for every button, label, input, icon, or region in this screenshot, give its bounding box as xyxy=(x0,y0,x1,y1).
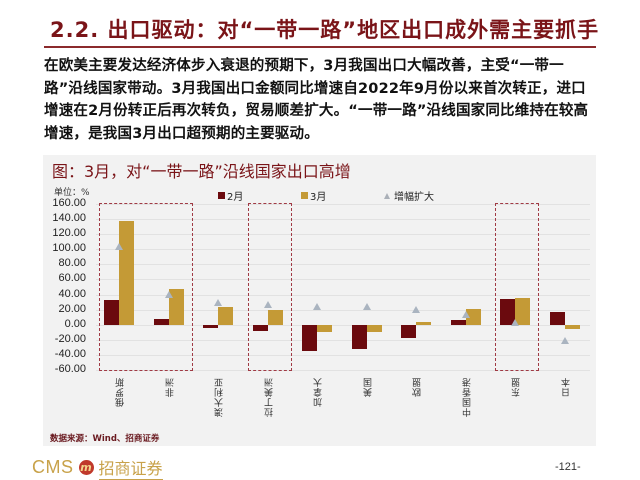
highlight-box xyxy=(247,203,292,371)
increase-triangle-marker xyxy=(511,319,519,327)
legend-swatch-feb xyxy=(218,192,225,199)
gridline xyxy=(96,354,590,356)
bar-mar xyxy=(564,324,580,330)
x-axis-category-label: 加拿大 xyxy=(314,377,324,407)
y-axis-tick-label: 120.00 xyxy=(52,227,86,240)
bar-feb xyxy=(203,324,218,329)
data-source: 数据来源：Wind、招商证券 xyxy=(50,434,160,444)
bar-feb xyxy=(351,324,367,349)
bar-feb xyxy=(153,318,169,325)
gridline xyxy=(96,204,590,205)
x-axis-category-label: 中国香港 xyxy=(462,377,473,417)
increase-triangle-marker xyxy=(313,302,321,310)
y-axis-tick-label: 40.00 xyxy=(58,287,86,300)
gridline xyxy=(96,339,590,341)
bar-mar xyxy=(267,310,283,325)
highlight-box xyxy=(99,203,193,371)
y-axis-tick-label: 20.00 xyxy=(58,302,86,315)
legend-item-increase: 增幅扩大 xyxy=(384,188,434,203)
company-logo: CMS m 招商证券 xyxy=(32,455,163,480)
bar-mar xyxy=(416,322,431,325)
bar-mar xyxy=(515,297,530,325)
increase-triangle-marker xyxy=(115,243,123,250)
increase-triangle-marker xyxy=(164,291,173,299)
bar-feb xyxy=(401,324,416,338)
gridline xyxy=(96,264,590,266)
x-axis-category-label: 俄罗斯 xyxy=(116,377,126,407)
gridline xyxy=(96,279,590,281)
bar-mar xyxy=(366,324,382,332)
triangle-icon xyxy=(384,192,390,199)
section-title: 2.2. 出口驱动：对“一带一路”地区出口成外需主要抓手 xyxy=(50,18,600,42)
gridline xyxy=(96,370,590,371)
x-axis-category-label: 日本 xyxy=(561,377,572,397)
x-axis-category-label: 拉丁美洲 xyxy=(264,377,275,417)
logo-mark-icon: m xyxy=(78,460,94,475)
bar-feb xyxy=(450,320,466,325)
page-number: -121- xyxy=(555,461,581,473)
legend-item-feb: 2月 xyxy=(218,188,243,203)
increase-triangle-marker xyxy=(560,337,569,345)
y-axis-tick-label: 100.00 xyxy=(52,242,86,255)
y-axis-tick-label: 160.00 xyxy=(52,197,86,209)
logo-text-cn: 招商证券 xyxy=(98,455,163,480)
bar-feb xyxy=(252,324,268,331)
bar-feb xyxy=(302,324,317,352)
chart-title: 图：3月，对“一带一路”沿线国家出口高增 xyxy=(52,162,351,181)
increase-triangle-marker xyxy=(362,302,371,310)
highlight-box xyxy=(495,203,539,371)
title-underline xyxy=(44,46,596,48)
bar-mar xyxy=(218,306,233,325)
increase-triangle-marker xyxy=(412,305,420,313)
logo-text-cms: CMS xyxy=(32,457,74,477)
y-axis-tick-label: 60.00 xyxy=(58,272,86,285)
gridline xyxy=(96,234,590,236)
y-axis-tick-label: 80.00 xyxy=(58,257,86,270)
chart-unit-label: 单位：% xyxy=(54,188,90,198)
legend-label-feb: 2月 xyxy=(227,192,244,203)
bar-feb xyxy=(549,311,565,325)
legend-label-increase: 增幅扩大 xyxy=(394,192,434,203)
bar-feb xyxy=(104,299,119,325)
y-axis-tick-label: -20.00 xyxy=(54,332,86,345)
increase-triangle-marker xyxy=(461,310,470,318)
x-axis-category-label: 非洲 xyxy=(165,377,176,397)
legend-item-mar: 3月 xyxy=(301,188,326,203)
y-axis-tick-label: -40.00 xyxy=(54,347,86,360)
gridline xyxy=(96,219,590,221)
bar-mar xyxy=(317,324,332,333)
bar-feb xyxy=(500,299,515,325)
gridline xyxy=(96,249,590,251)
y-axis-tick-label: 140.00 xyxy=(52,212,86,225)
gridline xyxy=(96,294,590,296)
y-axis-tick-label: 0.00 xyxy=(64,317,86,330)
legend-swatch-mar xyxy=(301,192,308,199)
gridline xyxy=(96,309,590,311)
x-axis-category-label: 美国 xyxy=(363,377,374,397)
y-axis-tick-label: -60.00 xyxy=(54,363,86,375)
body-paragraph: 在欧美主要发达经济体步入衰退的预期下，3月我国出口大幅改善，主受“一带一路”沿线… xyxy=(44,58,589,142)
gridline xyxy=(96,324,590,326)
x-axis-category-label: 欧盟 xyxy=(413,377,423,397)
x-axis-category-label: 东盟 xyxy=(512,377,522,397)
increase-triangle-marker xyxy=(263,301,272,309)
x-axis-category-label: 澳大利亚 xyxy=(215,377,225,417)
bar-mar xyxy=(119,220,134,325)
legend-label-mar: 3月 xyxy=(310,192,327,203)
increase-triangle-marker xyxy=(214,298,222,306)
